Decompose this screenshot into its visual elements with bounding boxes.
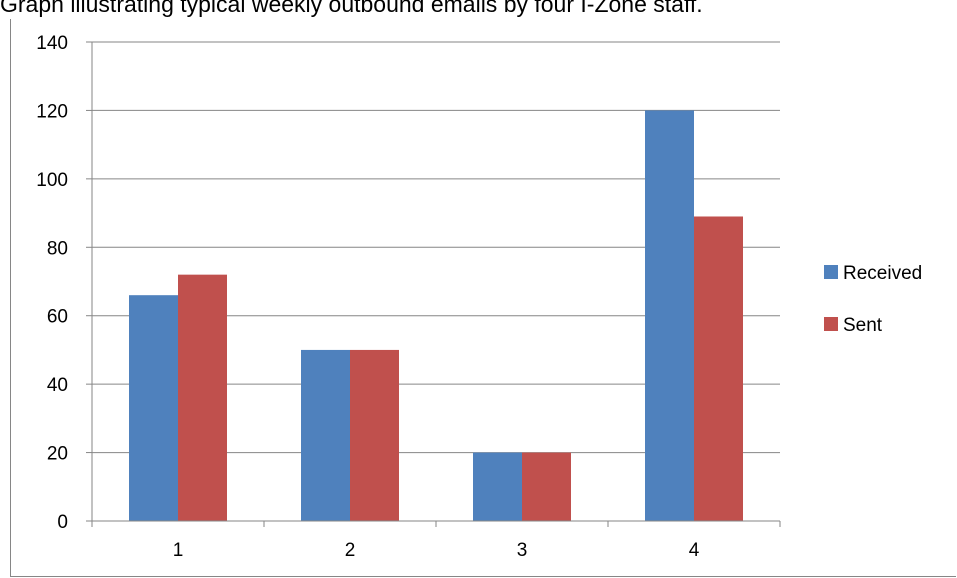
y-tick-label: 0 <box>57 512 68 533</box>
x-tick-label: 2 <box>345 540 356 561</box>
y-tick-label: 120 <box>36 101 68 122</box>
x-tick-label: 1 <box>173 540 184 561</box>
legend-label-sent: Sent <box>843 315 883 336</box>
bar-received-1 <box>129 295 178 521</box>
legend: Received Sent <box>824 263 922 336</box>
bar-sent-2 <box>350 349 399 521</box>
bar-received-3 <box>473 452 522 521</box>
x-tick-label: 4 <box>689 540 700 561</box>
legend-label-received: Received <box>843 263 922 284</box>
y-tick-label: 40 <box>47 375 68 396</box>
legend-swatch-sent <box>824 317 838 331</box>
axes: 0 20 40 60 80 100 120 140 1 2 3 4 <box>36 33 781 561</box>
y-tick-label: 60 <box>47 307 68 328</box>
legend-swatch-received <box>824 265 838 279</box>
y-tick-label: 140 <box>36 33 68 54</box>
y-tick-label: 80 <box>47 238 68 259</box>
bar-sent-3 <box>522 452 571 521</box>
bar-sent-4 <box>694 216 743 521</box>
chart-frame <box>10 19 956 577</box>
chart-title: Graph illustrating typical weekly outbou… <box>0 0 703 17</box>
bar-received-2 <box>301 349 350 521</box>
bars <box>129 110 743 521</box>
bar-sent-1 <box>178 274 227 521</box>
bar-received-4 <box>645 110 694 521</box>
x-tick-label: 3 <box>517 540 528 561</box>
y-tick-label: 20 <box>47 444 68 465</box>
y-tick-label: 100 <box>36 170 68 191</box>
